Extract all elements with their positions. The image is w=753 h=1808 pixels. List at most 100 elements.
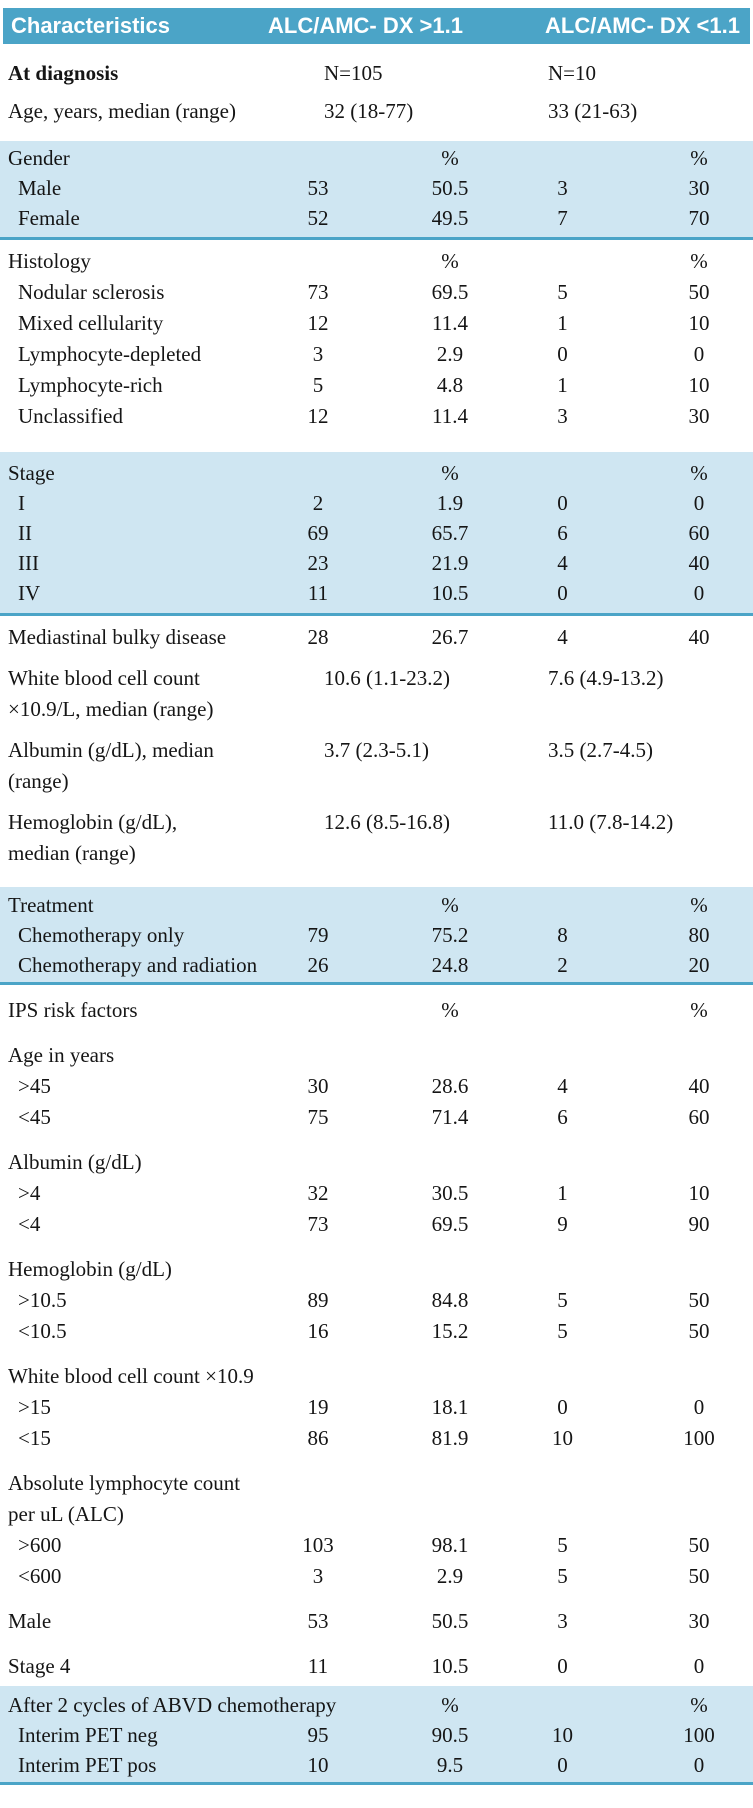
row-ips-risk-factors: IPS risk factors%%: [0, 995, 753, 1026]
percent-sign: %: [690, 146, 708, 170]
row-label: White blood cell count ×10.9: [8, 1364, 254, 1388]
percent-sign: %: [690, 998, 708, 1022]
cell-percent: 71.4: [431, 1105, 469, 1129]
cell-count: 2: [557, 953, 568, 977]
cell-group1-value: 32 (18-77): [324, 99, 414, 123]
cell-percent: 50: [688, 1564, 710, 1588]
cell-count: 16: [307, 1319, 329, 1343]
section-mediastinal-bulky-disease: Mediastinal bulky disease 28 26.7 4 40 White …: [0, 616, 753, 887]
row-label: Chemotherapy only: [18, 923, 185, 947]
cell-count: 10: [552, 1723, 573, 1747]
cell-percent: 70: [688, 206, 710, 230]
row-4: >4 32 30.5 1 10: [0, 1178, 753, 1209]
row-label: Stage 4: [8, 1654, 71, 1678]
cell-count: 12: [307, 311, 329, 335]
section-ips-risk-factors: IPS risk factors%% Age in years >45 30 28.6 4…: [0, 985, 753, 1686]
cell-percent: 100: [683, 1723, 715, 1747]
cell-count: 0: [557, 581, 568, 605]
cell-percent: 50: [688, 1288, 710, 1312]
percent-sign: %: [690, 893, 708, 917]
row-label: III: [18, 551, 39, 575]
cell-percent: 10: [688, 1181, 710, 1205]
row-label: Lymphocyte-depleted: [18, 342, 202, 366]
row-label: Unclassified: [18, 404, 123, 428]
percent-sign: %: [441, 146, 459, 170]
cell-percent: 10: [688, 311, 710, 335]
cell-percent: 80: [688, 923, 710, 947]
cell-percent: 1.9: [436, 491, 464, 515]
cell-percent: 50: [688, 1533, 710, 1557]
cell-count: 89: [307, 1288, 329, 1312]
cell-percent: 11.4: [432, 311, 468, 335]
cell-count: 9: [557, 1212, 568, 1236]
row-label: Albumin (g/dL), median (range): [8, 738, 214, 793]
row-hemoglobin-g-dl: Hemoglobin (g/dL): [0, 1254, 753, 1285]
cell-percent: 49.5: [431, 206, 469, 230]
cell-percent: 26.7: [431, 625, 469, 649]
row-label: <600: [18, 1564, 62, 1588]
cell-percent: 0: [693, 491, 705, 515]
cell-count: 0: [557, 342, 568, 366]
row-label: After 2 cycles of ABVD chemotherapy: [8, 1693, 337, 1717]
cell-group2-value: 7.6 (4.9-13.2): [548, 666, 664, 690]
section-treatment: Treatment%% Chemotherapy only 79 75.2 8 80 Che…: [0, 887, 753, 985]
row-label: IPS risk factors: [8, 998, 138, 1022]
row-gender: Gender%%: [0, 143, 753, 173]
cell-percent: 98.1: [431, 1533, 469, 1557]
cell-group1-value: 12.6 (8.5-16.8): [324, 810, 450, 834]
row-4: <4 73 69.5 9 90: [0, 1209, 753, 1240]
cell-count: 79: [307, 923, 329, 947]
cell-count: 28: [307, 625, 329, 649]
cell-percent: 69.5: [431, 1212, 469, 1236]
cell-percent: 15.2: [431, 1319, 469, 1343]
cell-group2-value: 33 (21-63): [548, 99, 638, 123]
cell-count: 0: [557, 1395, 568, 1419]
row-label: Lymphocyte-rich: [18, 373, 163, 397]
cell-count: 75: [307, 1105, 329, 1129]
cell-count: 52: [307, 206, 329, 230]
percent-sign: %: [690, 461, 708, 485]
cell-percent: 0: [693, 1753, 705, 1777]
cell-count: 19: [307, 1395, 329, 1419]
cell-count: 30: [307, 1074, 329, 1098]
cell-count: 10: [307, 1753, 329, 1777]
cell-percent: 0: [693, 342, 705, 366]
cell-percent: 10.5: [431, 581, 469, 605]
cell-percent: 11.4: [432, 404, 468, 428]
row-label: Male: [8, 1609, 52, 1633]
cell-group1-value: N=105: [324, 61, 383, 85]
row-label: <10.5: [18, 1319, 67, 1343]
row-i: I 2 1.9 0 0: [0, 488, 753, 518]
cell-percent: 84.8: [431, 1288, 469, 1312]
cell-count: 11: [307, 1654, 329, 1678]
cell-count: 3: [557, 404, 568, 428]
cell-percent: 0: [693, 1654, 705, 1678]
cell-count: 0: [557, 491, 568, 515]
row-10-5: >10.5 89 84.8 5 50: [0, 1285, 753, 1316]
section-stage: Stage%% I 2 1.9 0 0 II 69 65.7 6 60 III 23 21.9 4 40 IV 1…: [0, 452, 753, 616]
row-label: Mediastinal bulky disease: [8, 625, 227, 649]
cell-count: 5: [557, 1533, 568, 1557]
row-label: <45: [18, 1105, 51, 1129]
percent-sign: %: [690, 249, 708, 273]
cell-count: 6: [557, 521, 568, 545]
row-iii: III 23 21.9 4 40: [0, 548, 753, 578]
row-label: Absolute lymphocyte count per uL (ALC): [8, 1471, 241, 1526]
row-label: <15: [18, 1426, 51, 1450]
cell-percent: 30: [688, 404, 710, 428]
cell-percent: 69.5: [431, 280, 469, 304]
cell-group2-value: 11.0 (7.8-14.2): [548, 810, 674, 834]
row-lymphocyte-rich: Lymphocyte-rich 5 4.8 1 10: [0, 370, 753, 401]
cell-count: 5: [312, 373, 324, 397]
row-label: Histology: [8, 249, 91, 273]
cell-count: 1: [557, 373, 568, 397]
row-stage-4: Stage 4 11 10.5 0 0: [0, 1651, 753, 1682]
row-age-years-median-range: Age, years, median (range) 32 (18-77) 33 (…: [0, 92, 753, 130]
row-after-2-cycles-of-abvd-chemotherapy: After 2 cycles of ABVD chemotherapy%%: [0, 1690, 753, 1720]
row-label: Hemoglobin (g/dL), median (range): [8, 810, 178, 865]
row-hemoglobin-g-dl-median-range: Hemoglobin (g/dL), median (range) 12.6 (8…: [0, 807, 753, 869]
cell-percent: 30.5: [431, 1181, 469, 1205]
cell-count: 5: [557, 1564, 568, 1588]
cell-percent: 75.2: [431, 923, 469, 947]
percent-sign: %: [690, 1693, 708, 1717]
